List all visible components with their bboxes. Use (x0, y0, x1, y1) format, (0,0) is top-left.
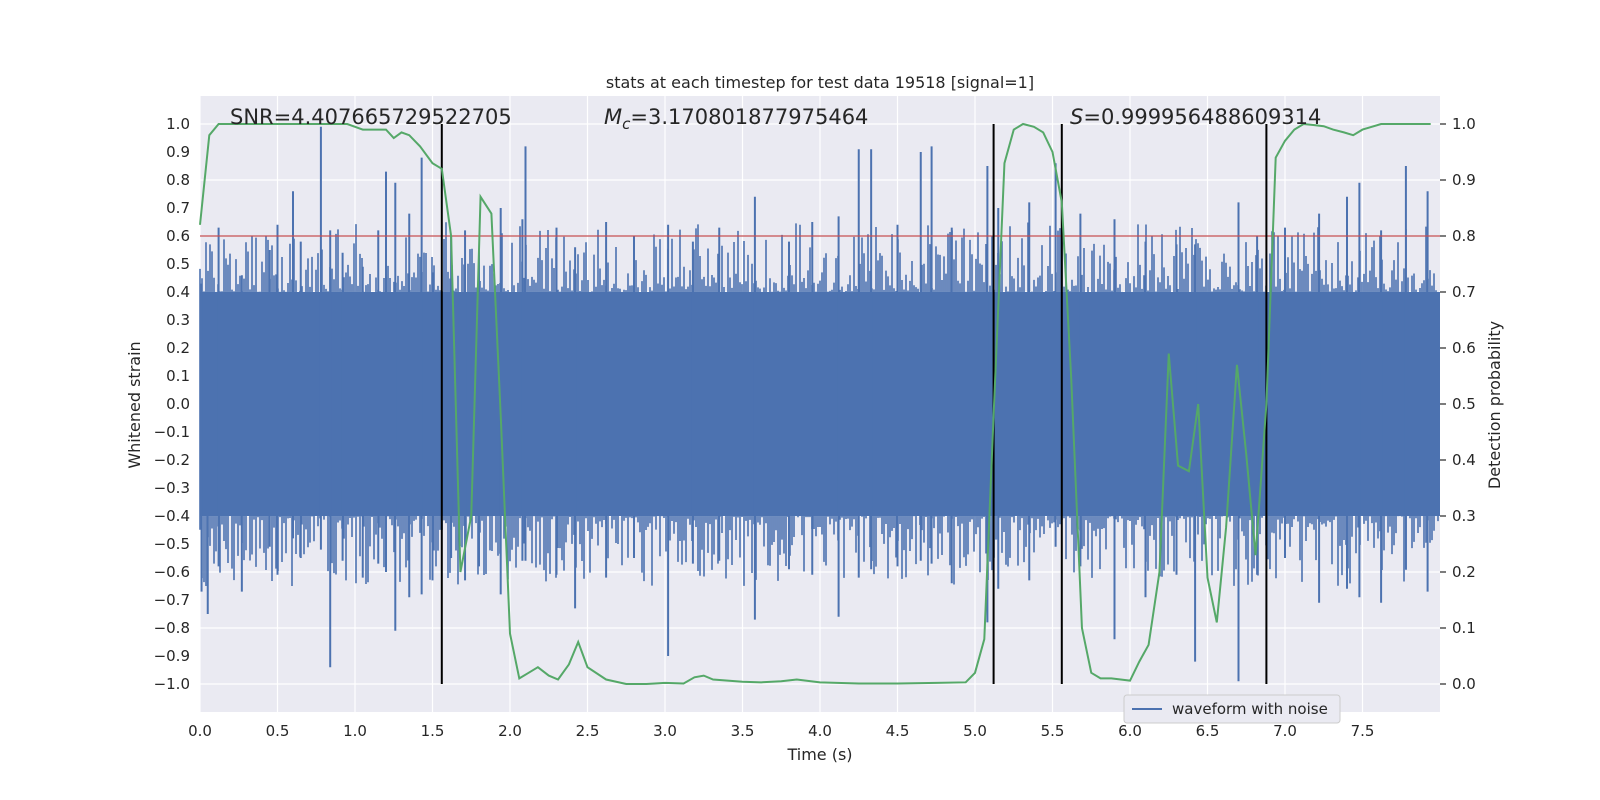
y2-tick-label: 1.0 (1452, 115, 1476, 133)
y2-tick-label: 0.0 (1452, 675, 1476, 693)
y-tick-label: −0.8 (154, 619, 190, 637)
y-axis-label: Whitened strain (125, 341, 144, 468)
x-tick-label: 0.0 (188, 722, 212, 740)
x-tick-label: 5.0 (963, 722, 987, 740)
y2-tick-label: 0.5 (1452, 395, 1476, 413)
y-tick-label: −0.1 (154, 423, 190, 441)
x-tick-label: 4.0 (808, 722, 832, 740)
y-tick-label: −0.9 (154, 647, 190, 665)
y-tick-label: 0.1 (166, 367, 190, 385)
y-tick-label: 0.6 (166, 227, 190, 245)
y-tick-label: −1.0 (154, 675, 190, 693)
y-tick-label: 0.9 (166, 143, 190, 161)
y-tick-label: 0.0 (166, 395, 190, 413)
y2-tick-label: 0.1 (1452, 619, 1476, 637)
y2-tick-label: 0.2 (1452, 563, 1476, 581)
x-tick-label: 2.0 (498, 722, 522, 740)
y-axis-ticks: 1.0 0.9 0.8 0.7 0.6 0.5 0.4 0.3 0.2 0.1 0.0 −0.1 −0.… (154, 115, 190, 693)
x-tick-label: 7.0 (1273, 722, 1297, 740)
chirp-mass-annotation: Mc=3.170801877975464 (604, 105, 868, 133)
y-tick-label: −0.5 (154, 535, 190, 553)
x-tick-label: 6.5 (1196, 722, 1220, 740)
y-tick-label: −0.7 (154, 591, 190, 609)
y-tick-label: 0.7 (166, 199, 190, 217)
y2-axis-label: Detection probability (1485, 321, 1504, 489)
chart-title: stats at each timestep for test data 195… (606, 73, 1034, 92)
y-tick-label: 0.8 (166, 171, 190, 189)
y2-tick-label: 0.9 (1452, 171, 1476, 189)
y-tick-label: −0.3 (154, 479, 190, 497)
x-tick-label: 5.5 (1041, 722, 1065, 740)
x-tick-label: 2.5 (576, 722, 600, 740)
x-axis-label: Time (s) (786, 745, 852, 764)
y-tick-label: 0.3 (166, 311, 190, 329)
y2-tick-label: 0.3 (1452, 507, 1476, 525)
x-tick-label: 3.0 (653, 722, 677, 740)
y2-tick-label: 0.6 (1452, 339, 1476, 357)
y-tick-label: −0.4 (154, 507, 190, 525)
legend-box (1123, 694, 1341, 724)
x-axis-ticks: 0.0 0.5 1.0 1.5 2.0 2.5 3.0 3.5 4.0 4.5 5.0 5.5 6.0 6… (188, 722, 1374, 740)
y2-tick-label: 0.7 (1452, 283, 1476, 301)
y-tick-label: 1.0 (166, 115, 190, 133)
y2-tick-label: 0.4 (1452, 451, 1476, 469)
x-tick-label: 1.5 (421, 722, 445, 740)
detection-probability-line (199, 122, 1431, 685)
snr-annotation: SNR=4.407665729522705 (230, 105, 512, 129)
x-tick-label: 0.5 (266, 722, 290, 740)
y-tick-label: −0.2 (154, 451, 190, 469)
y-tick-label: 0.5 (166, 255, 190, 273)
y-tick-label: 0.2 (166, 339, 190, 357)
x-tick-label: 3.5 (731, 722, 755, 740)
y-tick-label: 0.4 (166, 283, 190, 301)
x-tick-label: 4.5 (886, 722, 910, 740)
legend: waveform with noise (1123, 694, 1341, 724)
legend-label: waveform with noise (1172, 700, 1328, 718)
x-tick-label: 7.5 (1351, 722, 1375, 740)
x-tick-label: 1.0 (343, 722, 367, 740)
y-tick-label: −0.6 (154, 563, 190, 581)
s-annotation: S=0.999956488609314 (1070, 105, 1321, 129)
y2-axis-ticks: 1.0 0.9 0.8 0.7 0.6 0.5 0.4 0.3 0.2 0.1 0.0 (1440, 115, 1476, 693)
x-tick-label: 6.0 (1118, 722, 1142, 740)
y2-tick-label: 0.8 (1452, 227, 1476, 245)
